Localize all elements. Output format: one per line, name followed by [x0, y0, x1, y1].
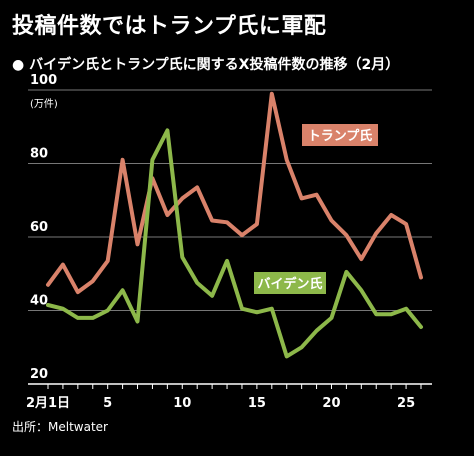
series-label-box-trump — [302, 124, 378, 146]
y-axis-labels: 20 40 60 80 100 — [30, 73, 57, 382]
y-tick-label: 20 — [30, 367, 48, 382]
chart-subtitle: ● バイデン氏とトランプ氏に関するX投稿件数の推移（2月） — [12, 57, 400, 73]
series-line-biden — [46, 128, 423, 359]
x-tick-label: 10 — [173, 396, 191, 411]
series-label-box-biden — [254, 272, 326, 294]
page-title: 投稿件数ではトランプ氏に軍配 — [12, 14, 327, 39]
x-tick-label: 2月1日 — [26, 396, 70, 411]
x-tick-label: 25 — [397, 396, 415, 411]
y-tick-label: 100 — [30, 73, 57, 88]
y-tick-label: 80 — [30, 147, 48, 162]
x-tick-label: 5 — [103, 396, 112, 411]
series-layer — [46, 91, 423, 359]
grid-layer — [28, 89, 432, 311]
y-tick-label: 40 — [30, 294, 48, 309]
series-label-biden: バイデン氏 — [257, 276, 322, 292]
source-note: 出所：Meltwater — [12, 420, 108, 434]
series-line-trump — [46, 91, 423, 295]
x-tick-label: 20 — [322, 396, 340, 411]
y-axis-unit: (万件) — [30, 98, 58, 110]
y-tick-label: 60 — [30, 220, 48, 235]
x-axis: 2月1日 5 10 15 20 25 — [26, 383, 432, 411]
series-label-trump: トランプ氏 — [308, 129, 373, 144]
x-tick-label: 15 — [248, 396, 266, 411]
